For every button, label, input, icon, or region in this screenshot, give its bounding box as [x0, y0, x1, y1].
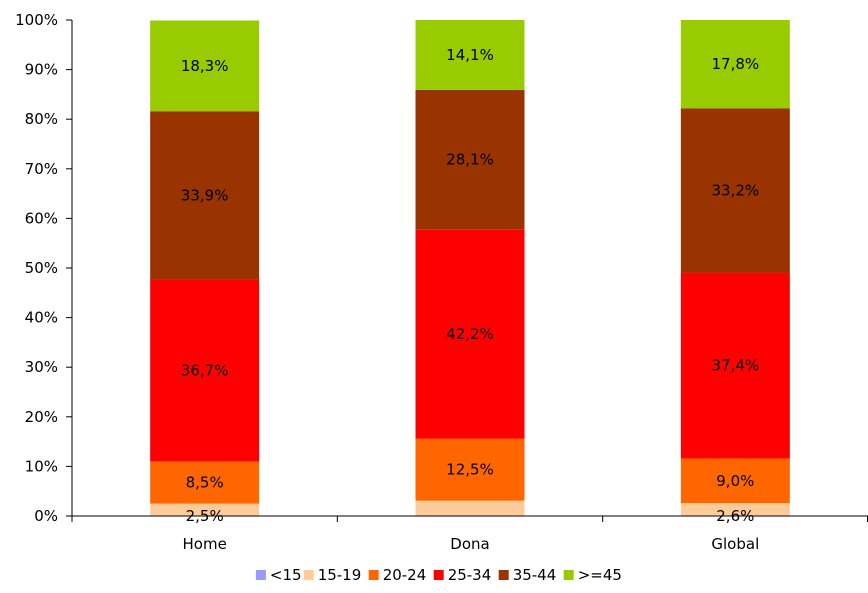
- y-tick-label: 70%: [25, 160, 58, 178]
- y-tick-label: 30%: [25, 358, 58, 376]
- data-label: 14,1%: [446, 46, 494, 64]
- legend-swatch: [255, 570, 266, 580]
- legend-entry: 15-19: [318, 566, 362, 584]
- bar-segment: [680, 458, 790, 504]
- bar-segment: [680, 108, 790, 273]
- bar-segment: [150, 279, 260, 462]
- y-tick-label: 40%: [25, 309, 58, 327]
- data-label: 12,5%: [446, 461, 494, 479]
- data-label: 9,0%: [716, 472, 754, 490]
- y-tick-label: 100%: [15, 11, 58, 29]
- bar-segment: [415, 229, 525, 439]
- y-tick-label: 0%: [34, 507, 58, 525]
- data-label: 36,7%: [181, 361, 229, 379]
- y-tick-label: 50%: [25, 259, 58, 277]
- legend-entry: 35-44: [513, 566, 557, 584]
- bar-segment: [415, 20, 525, 90]
- bar-segment: [150, 461, 260, 504]
- bar-segment: [415, 438, 525, 501]
- bar-segment: [680, 272, 790, 459]
- x-tick-label: Dona: [450, 535, 489, 553]
- bar-segment: [415, 89, 525, 230]
- y-tick-label: 10%: [25, 457, 58, 475]
- bar-segment: [680, 503, 790, 516]
- y-tick-label: 20%: [25, 408, 58, 426]
- bar-segment: [150, 20, 260, 112]
- x-tick-label: Global: [711, 535, 759, 553]
- y-tick-label: 80%: [25, 110, 58, 128]
- x-tick-label: Home: [183, 535, 227, 553]
- bar-segment: [150, 503, 260, 516]
- legend-swatch: [303, 570, 314, 580]
- legend-swatch: [368, 570, 379, 580]
- data-label: 17,8%: [712, 55, 760, 73]
- data-label: 42,2%: [446, 325, 494, 343]
- legend: <15 15-19 20-24 25-34 35-44 >=45: [255, 566, 622, 584]
- legend-entry: >=45: [578, 566, 622, 584]
- data-label: 18,3%: [181, 57, 229, 75]
- data-label: 28,1%: [446, 151, 494, 169]
- bar-segment: [680, 20, 790, 109]
- legend-entry: 20-24: [383, 566, 427, 584]
- bar-segment: [415, 500, 525, 516]
- bar-segment: [150, 111, 260, 280]
- y-tick-label: 90%: [25, 61, 58, 79]
- legend-entry: 25-34: [448, 566, 492, 584]
- data-label: 8,5%: [186, 474, 224, 492]
- plot-area: 0%10%20%30%40%50%60%70%80%90%100%2,5%8,5…: [15, 11, 868, 553]
- y-tick-label: 60%: [25, 209, 58, 227]
- legend-swatch: [563, 570, 574, 580]
- data-label: 37,4%: [712, 357, 760, 375]
- legend-swatch: [498, 570, 509, 580]
- legend-swatch: [433, 570, 444, 580]
- legend-entry: <15: [270, 566, 302, 584]
- data-label: 33,9%: [181, 186, 229, 204]
- data-label: 33,2%: [712, 182, 760, 200]
